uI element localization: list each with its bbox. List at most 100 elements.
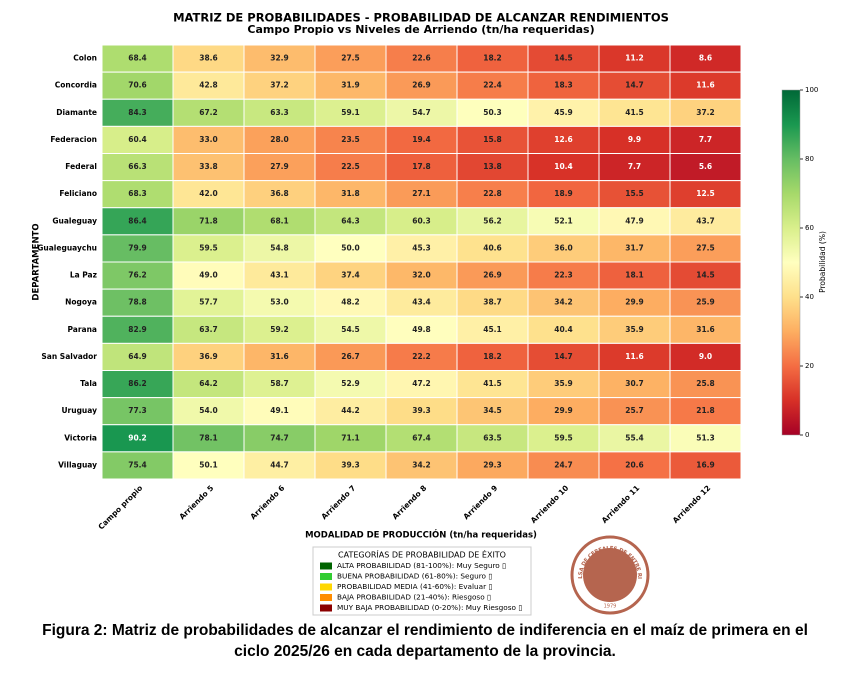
- cell-label: 28.0: [270, 135, 289, 144]
- heatmap-cell: [669, 342, 742, 371]
- cell-label: 26.9: [483, 271, 502, 280]
- y-tick-label: Villaguay: [58, 460, 97, 469]
- cell-label: 31.6: [696, 325, 715, 334]
- heatmap-cell: [385, 370, 458, 399]
- heatmap-cell: [101, 315, 174, 344]
- colorbar-label: Probabilidad (%): [818, 231, 827, 293]
- heatmap-cell: [456, 98, 529, 127]
- cell-label: 63.7: [199, 325, 218, 334]
- cell-label: 18.2: [483, 54, 502, 63]
- cell-label: 26.9: [412, 81, 431, 90]
- heatmap-cell: [314, 342, 387, 371]
- cell-label: 78.8: [128, 298, 147, 307]
- cell-label: 19.4: [412, 135, 431, 144]
- cell-label: 13.8: [483, 162, 502, 171]
- cell-label: 22.8: [483, 189, 502, 198]
- cell-label: 50.1: [199, 460, 218, 469]
- cell-label: 11.6: [625, 352, 644, 361]
- cell-label: 45.9: [554, 108, 573, 117]
- x-tick-label: Arriendo 5: [177, 483, 215, 521]
- heatmap-cell: [314, 397, 387, 426]
- cell-label: 39.3: [341, 460, 360, 469]
- cell-label: 60.4: [128, 135, 147, 144]
- legend-swatch: [320, 604, 332, 612]
- cell-label: 55.4: [625, 433, 644, 442]
- colorbar-tick-label: 100: [805, 86, 818, 94]
- cell-label: 9.0: [699, 352, 712, 361]
- cell-label: 77.3: [128, 406, 147, 415]
- legend-label: BUENA PROBABILIDAD (61-80%): Seguro ▯: [337, 572, 492, 581]
- cell-label: 70.6: [128, 81, 147, 90]
- cell-label: 36.0: [554, 243, 573, 252]
- legend-box: [312, 546, 532, 616]
- heatmap-cell: [172, 424, 245, 453]
- heatmap-cell: [243, 424, 316, 453]
- y-tick-label: Victoria: [64, 433, 97, 442]
- heatmap-cell: [598, 261, 671, 290]
- heatmap-cell: [669, 98, 742, 127]
- cell-label: 32.0: [412, 271, 431, 280]
- heatmap-cell: [598, 397, 671, 426]
- heatmap-cell: [385, 180, 458, 209]
- cell-label: 57.7: [199, 298, 218, 307]
- heatmap-cell: [314, 315, 387, 344]
- cell-label: 14.5: [696, 271, 715, 280]
- heatmap-cell: [456, 370, 529, 399]
- heatmap-cell: [314, 125, 387, 154]
- heatmap-cell: [527, 397, 600, 426]
- cell-label: 37.2: [270, 81, 289, 90]
- cell-label: 41.5: [625, 108, 644, 117]
- cell-label: 40.6: [483, 243, 502, 252]
- x-axis-label: MODALIDAD DE PRODUCCIÓN (tn/ha requerida…: [305, 529, 537, 541]
- heatmap-cell: [314, 424, 387, 453]
- heatmap-cell: [101, 71, 174, 100]
- cell-label: 64.3: [341, 216, 360, 225]
- heatmap-cell: [527, 180, 600, 209]
- heatmap-cell: [669, 234, 742, 263]
- y-tick-label: Federacion: [50, 135, 97, 144]
- heatmap-cell: [243, 125, 316, 154]
- heatmap-cell: [527, 98, 600, 127]
- cell-label: 53.0: [270, 298, 289, 307]
- heatmap-cell: [669, 207, 742, 236]
- cell-label: 35.9: [625, 325, 644, 334]
- heatmap-cell: [172, 451, 245, 480]
- legend-swatch: [320, 594, 332, 601]
- cell-label: 18.1: [625, 271, 644, 280]
- cell-label: 78.1: [199, 433, 218, 442]
- cell-label: 60.3: [412, 216, 431, 225]
- y-tick-label: Feliciano: [59, 189, 97, 198]
- heatmap-cell: [527, 44, 600, 73]
- cell-label: 56.2: [483, 216, 502, 225]
- x-tick-label: Arriendo 7: [319, 483, 357, 521]
- cell-label: 79.9: [128, 243, 147, 252]
- cell-label: 68.4: [128, 54, 147, 63]
- cell-label: 51.3: [696, 433, 715, 442]
- cell-label: 25.9: [696, 298, 715, 307]
- cell-label: 35.9: [554, 379, 573, 388]
- cell-label: 67.4: [412, 433, 431, 442]
- cell-label: 50.3: [483, 108, 502, 117]
- legend-swatch: [320, 573, 332, 580]
- cell-label: 31.8: [341, 189, 360, 198]
- heatmap-cell: [598, 125, 671, 154]
- cell-label: 31.7: [625, 243, 644, 252]
- cell-label: 29.9: [625, 298, 644, 307]
- heatmap-cell: [669, 153, 742, 182]
- heatmap-cell: [243, 451, 316, 480]
- cell-label: 45.1: [483, 325, 502, 334]
- cell-label: 47.2: [412, 379, 431, 388]
- heatmap-cell: [598, 44, 671, 73]
- cell-label: 43.7: [696, 216, 715, 225]
- cell-label: 68.3: [128, 189, 147, 198]
- legend-label: ALTA PROBABILIDAD (81-100%): Muy Seguro …: [337, 561, 506, 570]
- cell-label: 36.8: [270, 189, 289, 198]
- heatmap-cell: [456, 44, 529, 73]
- heatmap-cell: [598, 370, 671, 399]
- heatmap-cell: [669, 261, 742, 290]
- cell-label: 74.7: [270, 433, 289, 442]
- cell-label: 66.3: [128, 162, 147, 171]
- cell-label: 64.9: [128, 352, 147, 361]
- cell-label: 67.2: [199, 108, 218, 117]
- cell-label: 37.2: [696, 108, 715, 117]
